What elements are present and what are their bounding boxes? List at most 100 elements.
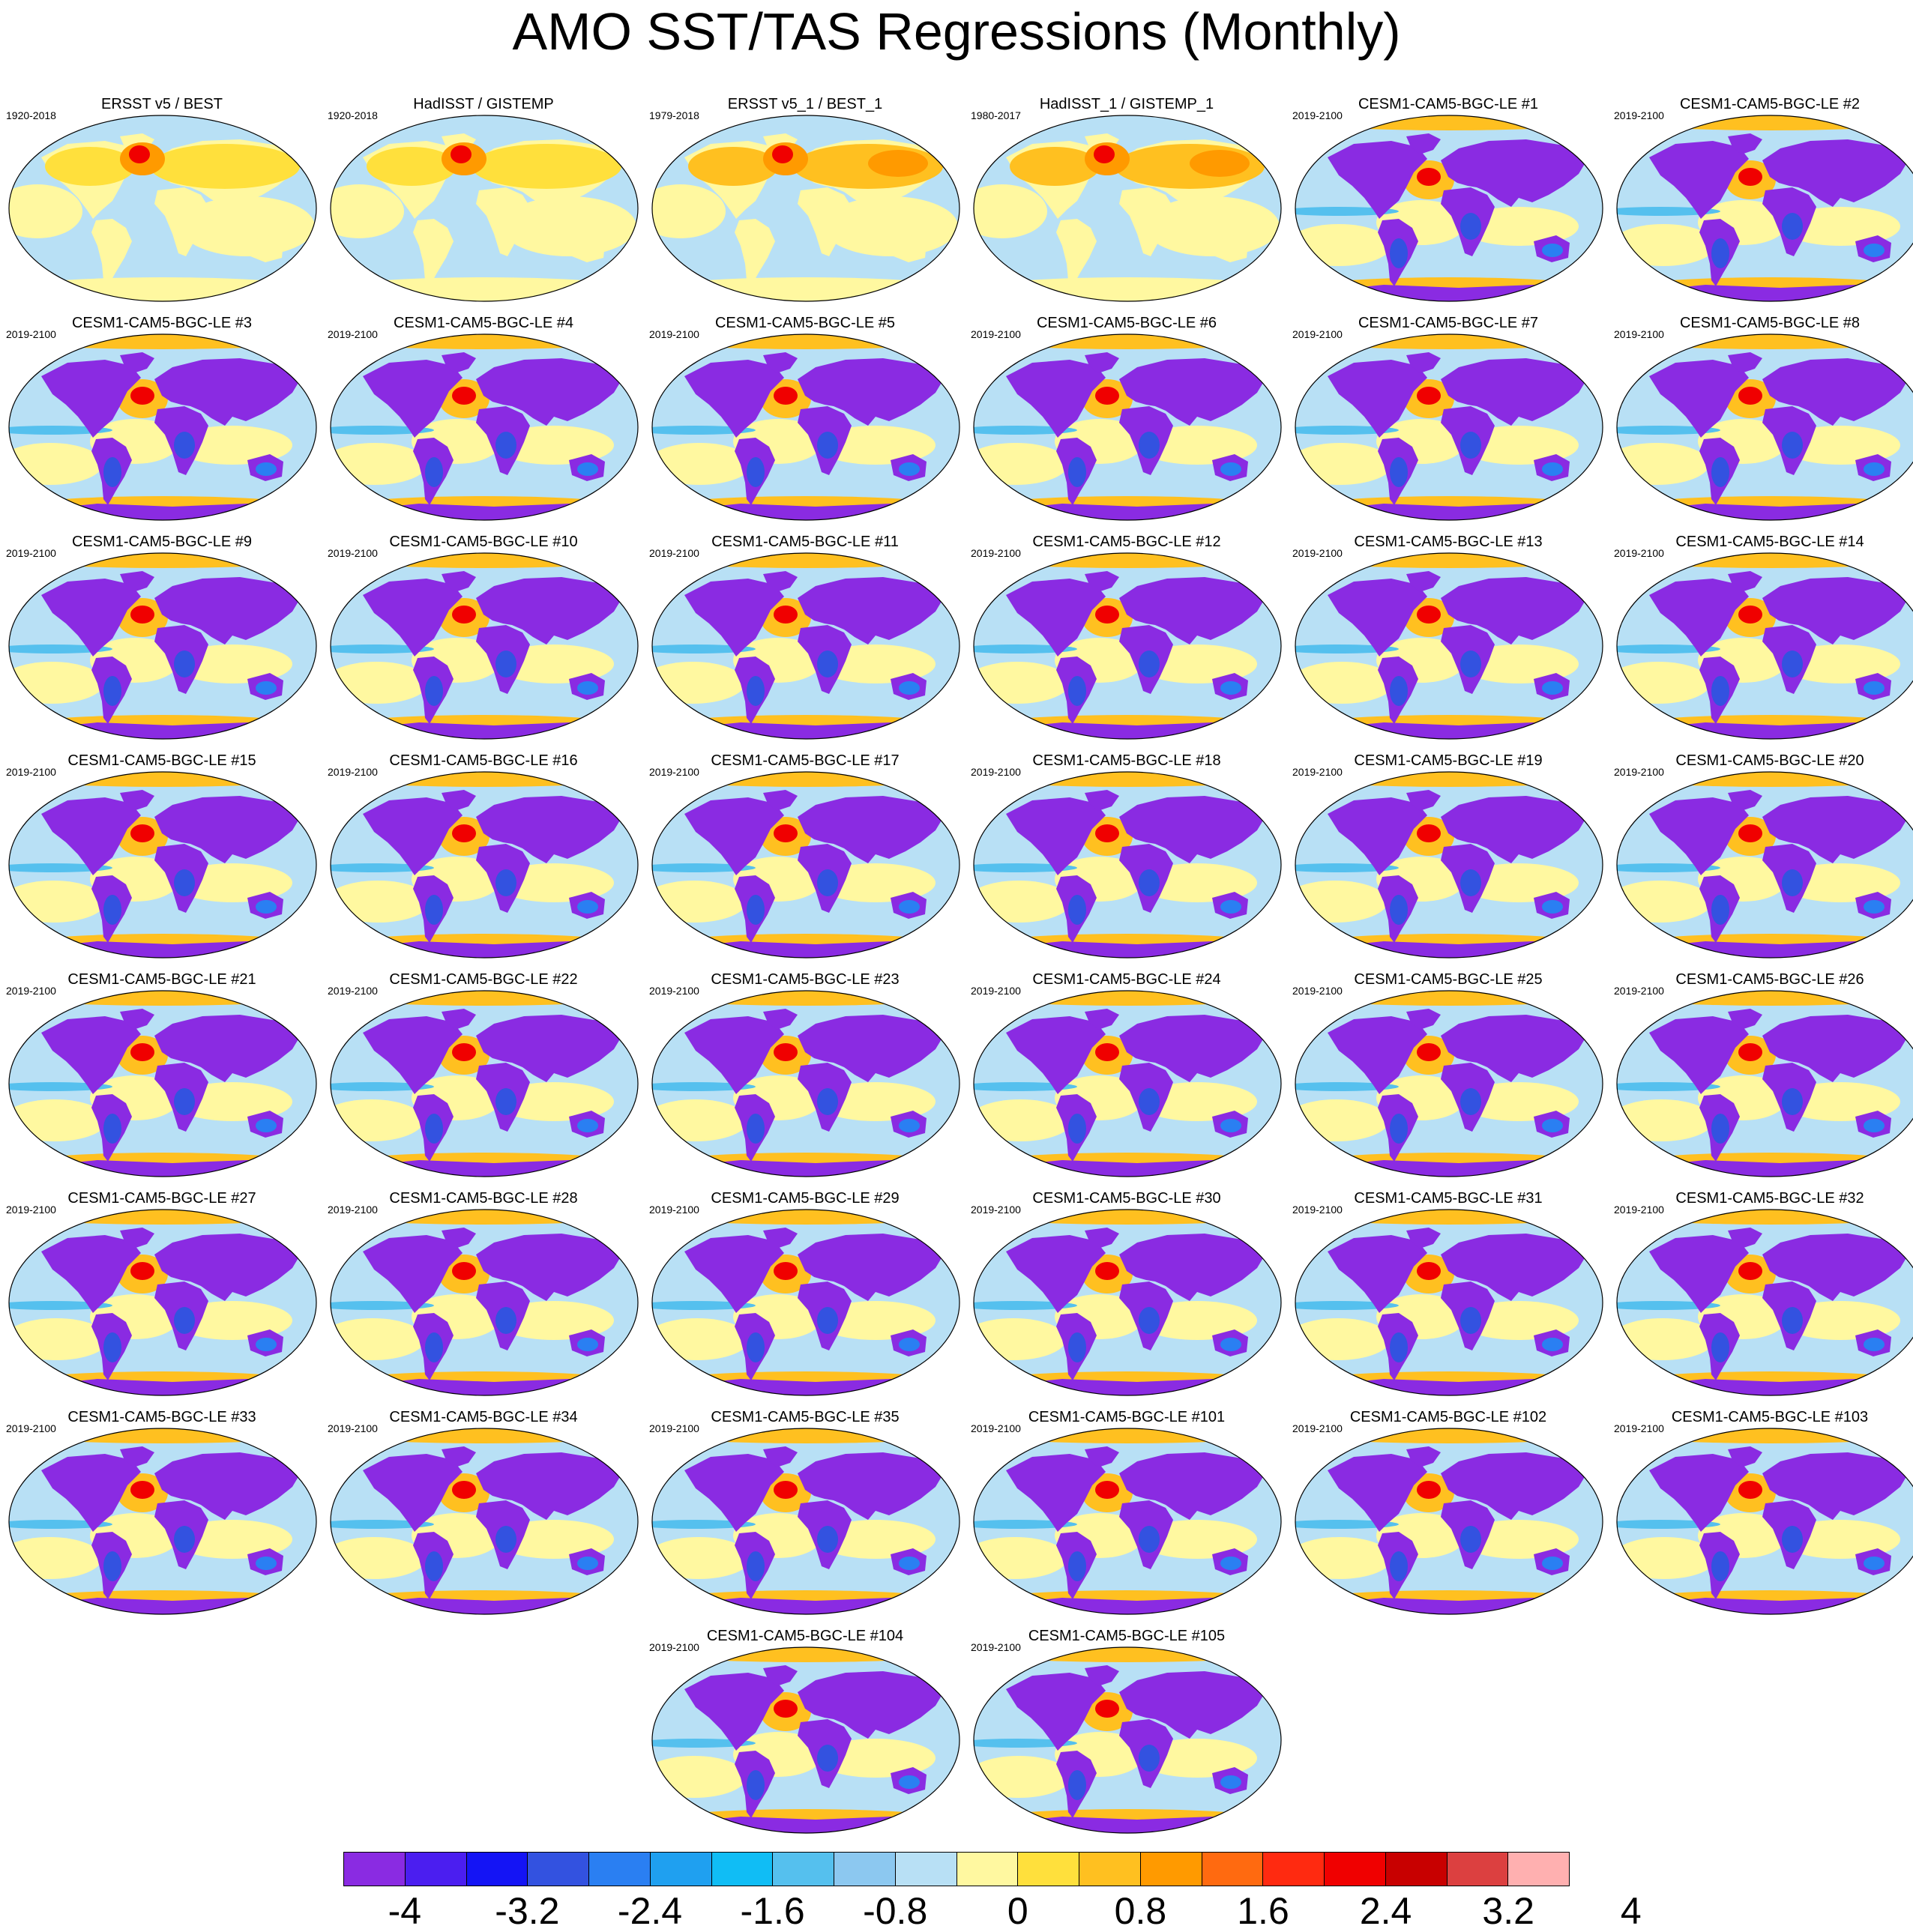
map-panel: CESM1-CAM5-BGC-LE #101 2019-2100 [968,1409,1286,1620]
equatorial-cool-band [1295,207,1399,216]
south-america-interior [103,1551,121,1581]
panel-period: 2019-2100 [971,766,1021,778]
equatorial-cool-band [9,426,112,435]
colorbar-swatch [1140,1853,1202,1886]
panel-period: 2019-2100 [649,1641,699,1653]
panel-title: CESM1-CAM5-BGC-LE #25 [1354,971,1543,988]
panel-title: CESM1-CAM5-BGC-LE #26 [1675,971,1864,988]
south-america-interior [1390,676,1408,706]
map-panel: CESM1-CAM5-BGC-LE #19 2019-2100 [1289,752,1607,964]
world-map [1616,990,1913,1177]
north-atlantic-hotspot [1417,824,1441,842]
page-title: AMO SST/TAS Regressions (Monthly) [512,2,1401,61]
australia-interior [1864,681,1885,695]
colorbar-swatch [895,1853,957,1886]
panel-title: CESM1-CAM5-BGC-LE #14 [1675,534,1864,550]
map-border [1616,552,1913,740]
world-map [1295,1428,1603,1615]
panel-title: CESM1-CAM5-BGC-LE #16 [389,752,578,769]
panel-title: HadISST_1 / GISTEMP_1 [1039,96,1214,112]
australia-interior [577,681,598,695]
panel-period: 2019-2100 [328,328,378,340]
world-map [1295,333,1603,521]
australia-interior [899,1119,920,1132]
africa-interior [817,650,838,677]
world-map [973,1646,1282,1834]
north-atlantic-hotspot [1417,168,1441,186]
colorbar-tick-label: 1.6 [1237,1890,1289,1932]
equatorial-cool-band [1295,1520,1399,1529]
south-america-interior [425,457,443,487]
africa-interior [495,1307,516,1334]
warm-anomaly-patch [9,184,82,238]
warm-anomaly-patch [652,184,726,238]
australia-interior [1220,1775,1241,1789]
africa-interior [1782,1526,1803,1553]
north-atlantic-hotspot [774,1481,798,1499]
panel-title: CESM1-CAM5-BGC-LE #17 [711,752,900,769]
panel-title: CESM1-CAM5-BGC-LE #102 [1349,1409,1547,1425]
colorbar-swatch [1508,1853,1569,1886]
panel-title: CESM1-CAM5-BGC-LE #24 [1032,971,1221,988]
map-border [8,771,317,959]
panel-period: 2019-2100 [971,328,1021,340]
panel-title: ERSST v5_1 / BEST_1 [727,96,883,112]
world-map [1616,552,1913,740]
north-atlantic-hotspot [1417,387,1441,405]
world-map [973,1209,1282,1396]
north-atlantic-hotspot [1417,1481,1441,1499]
map-panel: CESM1-CAM5-BGC-LE #3 2019-2100 [3,315,321,526]
africa-interior [495,869,516,896]
equatorial-cool-band [974,644,1077,653]
panel-period: 2019-2100 [328,1204,378,1216]
world-map [8,115,317,302]
africa-interior [174,869,195,896]
map-panel: CESM1-CAM5-BGC-LE #5 2019-2100 [646,315,964,526]
colorbar-swatch [1263,1853,1325,1886]
map-border [1616,333,1913,521]
equatorial-cool-band [1617,863,1720,872]
world-map [1295,1209,1603,1396]
equatorial-cool-band [1295,644,1399,653]
colorbar-swatch [405,1853,467,1886]
australia-interior [256,1119,277,1132]
equatorial-cool-band [652,1082,756,1091]
colorbar-swatch [650,1853,712,1886]
map-border [8,115,317,302]
north-atlantic-hotspot [1095,824,1119,842]
panel-title: CESM1-CAM5-BGC-LE #8 [1679,315,1861,331]
map-panel: CESM1-CAM5-BGC-LE #11 2019-2100 [646,534,964,745]
south-america-interior [425,1332,443,1362]
australia-interior [899,681,920,695]
africa-interior [817,869,838,896]
world-map [8,1428,317,1615]
south-america-interior [103,457,121,487]
map-border [973,552,1282,740]
australia-interior [899,1557,920,1570]
colorbar-swatch [1447,1853,1509,1886]
north-atlantic-hotspot [1738,1262,1762,1280]
north-atlantic-hotspot [1417,606,1441,624]
map-panel: CESM1-CAM5-BGC-LE #13 2019-2100 [1289,534,1607,745]
map-border [1295,990,1603,1177]
south-america-interior [1711,676,1729,706]
equatorial-cool-band [9,1082,112,1091]
panel-period: 2019-2100 [649,1422,699,1434]
africa-interior [495,1526,516,1553]
north-atlantic-hotspot [1738,606,1762,624]
north-atlantic-hotspot [130,606,154,624]
map-panel: ERSST v5 / BEST 1920-2018 [3,96,321,307]
south-america-interior [1711,1332,1729,1362]
colorbar-swatch [834,1853,896,1886]
world-map [1616,771,1913,959]
map-border [973,1209,1282,1396]
panel-title: CESM1-CAM5-BGC-LE #34 [389,1409,578,1425]
north-atlantic-hotspot [772,145,793,163]
map-panel: CESM1-CAM5-BGC-LE #28 2019-2100 [325,1190,642,1401]
equatorial-cool-band [652,644,756,653]
north-atlantic-hotspot [130,1262,154,1280]
panel-period: 2019-2100 [1292,766,1343,778]
panel-period: 1980-2017 [971,109,1021,121]
warm-anomaly-patch [974,184,1047,238]
africa-interior [1139,1088,1160,1115]
